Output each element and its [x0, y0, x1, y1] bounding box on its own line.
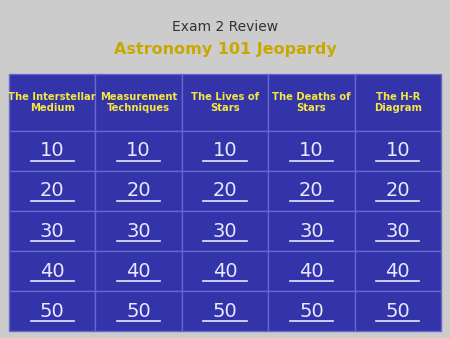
Text: 40: 40	[213, 262, 237, 281]
Text: The Deaths of
Stars: The Deaths of Stars	[272, 92, 351, 114]
Text: 40: 40	[386, 262, 410, 281]
Text: 30: 30	[40, 221, 64, 241]
Text: 50: 50	[299, 302, 324, 321]
Text: The Interstellar
Medium: The Interstellar Medium	[9, 92, 96, 114]
Text: 50: 50	[40, 302, 65, 321]
Text: 20: 20	[386, 182, 410, 200]
Text: The H-R
Diagram: The H-R Diagram	[374, 92, 422, 114]
Text: 40: 40	[299, 262, 324, 281]
Text: 10: 10	[40, 141, 64, 161]
Text: 30: 30	[213, 221, 237, 241]
Text: 30: 30	[299, 221, 324, 241]
Text: 40: 40	[126, 262, 151, 281]
Text: 10: 10	[299, 141, 324, 161]
Text: 10: 10	[213, 141, 237, 161]
Text: Exam 2 Review: Exam 2 Review	[172, 20, 278, 34]
Text: Astronomy 101 Jeopardy: Astronomy 101 Jeopardy	[113, 42, 337, 57]
Text: 50: 50	[212, 302, 238, 321]
Text: 50: 50	[126, 302, 151, 321]
Text: 40: 40	[40, 262, 64, 281]
Text: 10: 10	[126, 141, 151, 161]
Text: 20: 20	[126, 182, 151, 200]
Text: The Lives of
Stars: The Lives of Stars	[191, 92, 259, 114]
Text: Measurement
Techniques: Measurement Techniques	[100, 92, 177, 114]
Text: 20: 20	[213, 182, 237, 200]
Text: 30: 30	[386, 221, 410, 241]
Text: 20: 20	[40, 182, 64, 200]
Text: 30: 30	[126, 221, 151, 241]
Text: 20: 20	[299, 182, 324, 200]
Text: 50: 50	[385, 302, 410, 321]
Text: 10: 10	[386, 141, 410, 161]
